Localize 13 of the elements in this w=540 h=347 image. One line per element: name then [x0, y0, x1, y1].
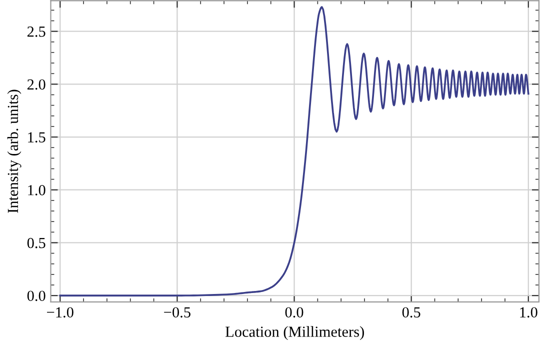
y-axis-title: Intensity (arb. units) [7, 90, 22, 213]
x-tick-label: 1.0 [520, 307, 538, 318]
y-tick-label: 1.0 [28, 185, 46, 196]
x-tick-label: −0.5 [164, 307, 190, 318]
y-tick-label: 0.0 [27, 290, 46, 302]
y-tick-label: 2.5 [27, 26, 46, 37]
y-tick-label: 0.5 [27, 238, 46, 248]
y-tick-label: 1.5 [28, 132, 46, 143]
x-tick-label: 0.5 [402, 307, 420, 318]
x-tick-label: 0.0 [285, 307, 304, 318]
y-tick-label: 2.0 [27, 79, 46, 90]
x-axis-title: Location (Millimeters) [225, 326, 364, 340]
x-tick-label: −1.0 [47, 307, 74, 318]
